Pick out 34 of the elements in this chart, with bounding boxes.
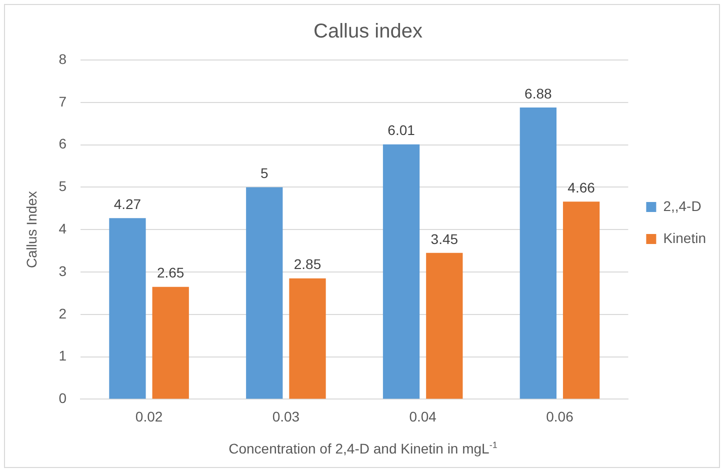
data-label: 6.88 bbox=[524, 85, 552, 102]
bar bbox=[562, 202, 600, 399]
x-tick-label: 0.04 bbox=[409, 408, 437, 424]
y-tick-label: 0 bbox=[58, 390, 67, 406]
legend-label: Kinetin bbox=[663, 230, 706, 246]
y-tick-label: 8 bbox=[58, 50, 67, 67]
legend-label: 2,,4-D bbox=[663, 198, 702, 214]
y-tick-label: 4 bbox=[58, 220, 67, 236]
data-label: 5 bbox=[260, 165, 268, 182]
bar bbox=[289, 278, 326, 399]
bar bbox=[426, 252, 463, 399]
bar bbox=[520, 107, 557, 399]
data-label: 4.66 bbox=[568, 179, 596, 196]
x-tick-label: 0.02 bbox=[135, 408, 163, 424]
data-label: 2.65 bbox=[156, 264, 184, 281]
data-label: 6.01 bbox=[388, 122, 416, 138]
data-label: 4.27 bbox=[114, 196, 142, 212]
bar bbox=[152, 286, 189, 399]
y-axis-title: Callus Index bbox=[23, 191, 40, 268]
x-tick-label: 0.03 bbox=[272, 408, 300, 424]
data-label: 3.45 bbox=[430, 230, 458, 247]
bar bbox=[382, 144, 420, 399]
x-tick-label: 0.06 bbox=[546, 408, 574, 424]
bar bbox=[246, 187, 283, 399]
y-tick-label: 1 bbox=[58, 348, 67, 364]
data-label: 2.85 bbox=[294, 256, 322, 272]
x-axis-title: Concentration of 2,4-D and Kinetin in mgL$^{-1}$ bbox=[228, 440, 498, 457]
bar bbox=[109, 218, 146, 399]
chart-title: Callus index bbox=[314, 20, 422, 43]
y-tick-label: 5 bbox=[58, 178, 67, 194]
y-tick-label: 6 bbox=[58, 136, 67, 152]
y-tick-label: 2 bbox=[58, 305, 67, 322]
y-tick-label: 7 bbox=[58, 93, 67, 110]
y-tick-label: 3 bbox=[58, 262, 67, 279]
